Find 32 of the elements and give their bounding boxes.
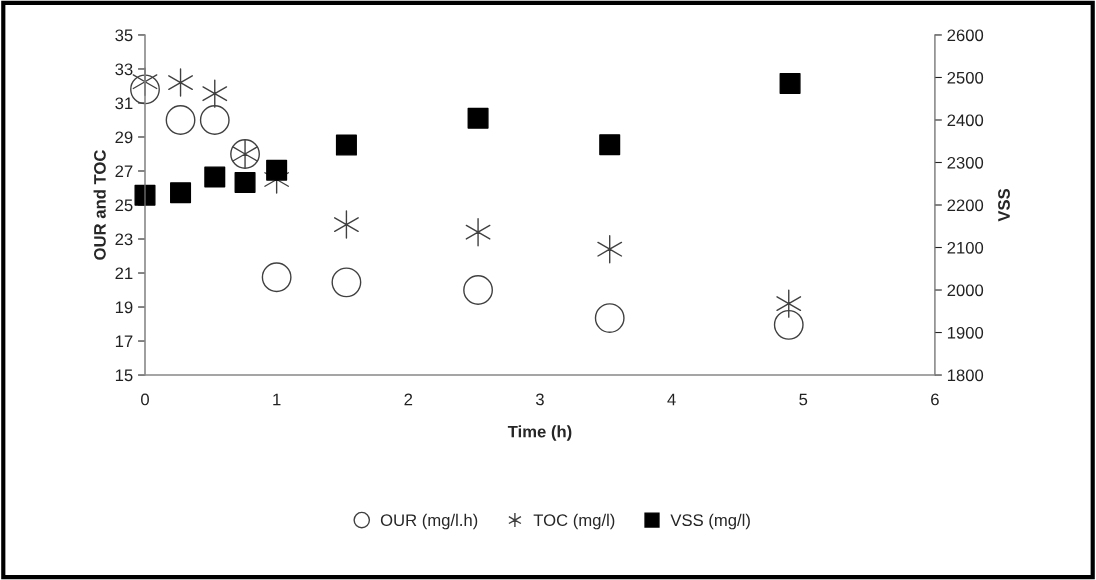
x-tick-label: 6	[931, 393, 939, 406]
y-tick-label: 23	[115, 233, 133, 246]
x-tick-label: 4	[667, 393, 676, 406]
y2-tick-label: 2300	[947, 156, 984, 169]
y-tick-label: 25	[115, 199, 133, 212]
y-tick-label: 29	[115, 131, 133, 144]
x-tick-label: 5	[799, 393, 808, 406]
y2-tick-label: 1900	[947, 326, 984, 339]
y-axis-title: OUR and TOC	[93, 150, 106, 260]
y2-tick-label: 2000	[947, 284, 984, 297]
x-axis-title: Time (h)	[507, 425, 572, 441]
y-tick-label: 19	[115, 301, 133, 314]
x-tick-label: 2	[404, 393, 413, 406]
legend-label: VSS (mg/l)	[670, 513, 750, 530]
y2-axis-title: VSS	[998, 188, 1010, 222]
x-tick-label: 0	[141, 393, 149, 406]
y-tick-label: 35	[115, 29, 133, 42]
y2-tick-label: 2400	[947, 114, 984, 127]
y2-tick-label: 2200	[947, 199, 984, 212]
y2-tick-label: 1800	[947, 369, 984, 382]
y-tick-label: 21	[115, 267, 133, 280]
x-tick-label: 3	[535, 393, 544, 406]
legend-label: OUR (mg/l.h)	[380, 513, 478, 530]
x-tick-label: 1	[273, 393, 281, 406]
y-tick-label: 27	[115, 165, 133, 178]
y-tick-label: 17	[115, 335, 133, 348]
y-tick-label: 31	[115, 97, 133, 110]
y2-tick-label: 2600	[947, 29, 984, 42]
y2-tick-label: 2100	[947, 241, 984, 254]
y2-tick-label: 2500	[947, 71, 984, 84]
y-tick-label: 33	[115, 63, 133, 76]
y-tick-label: 15	[115, 369, 133, 382]
